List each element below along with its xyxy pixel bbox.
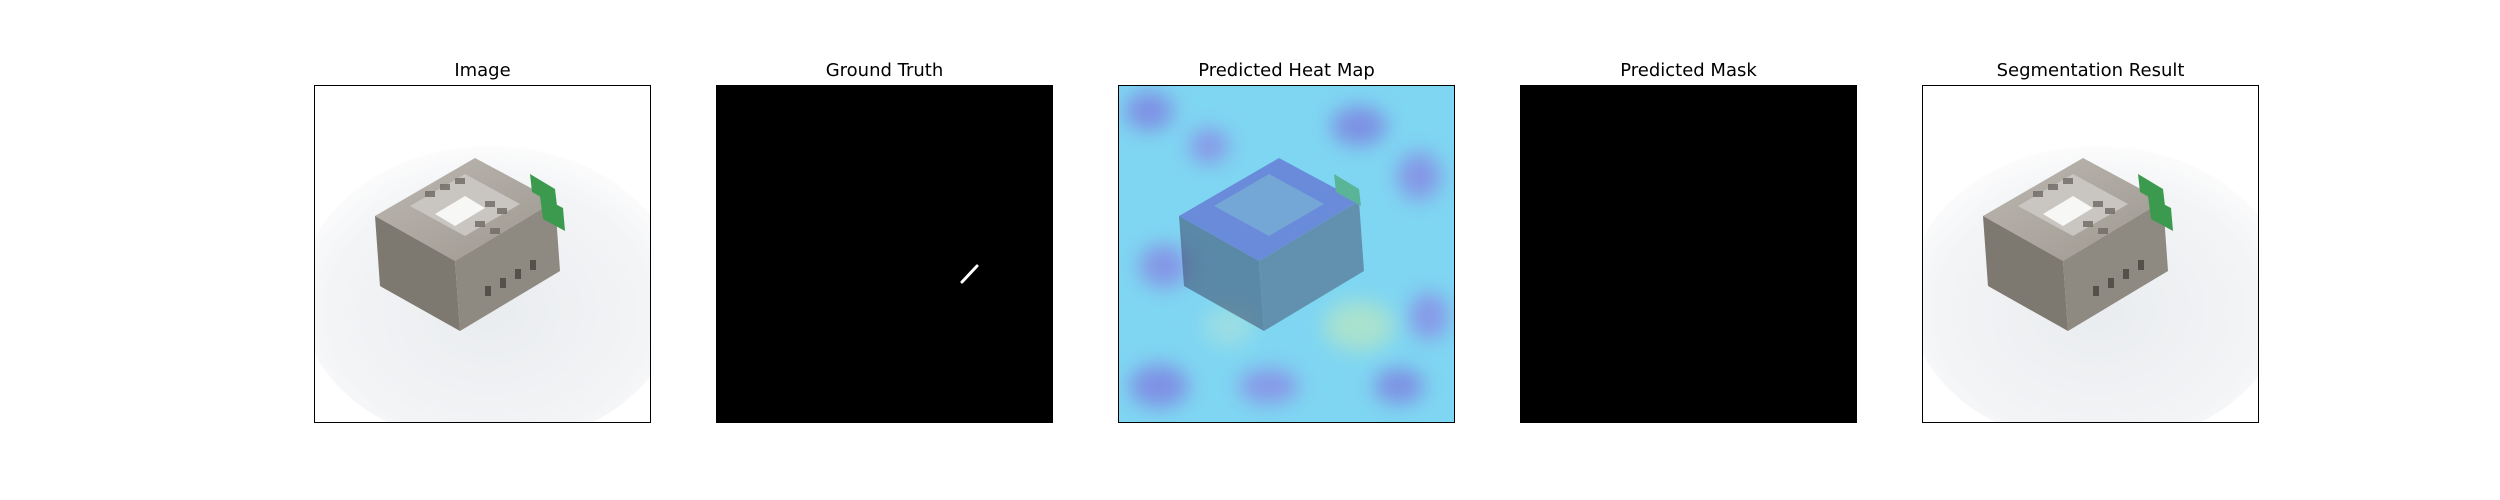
device [1983,158,2173,331]
predicted-heatmap [1118,85,1455,423]
heatmap-canvas [1119,86,1454,422]
device-photo [315,86,650,422]
input-image [314,85,651,423]
panel-title-segmentation-result: Segmentation Result [1996,60,2185,81]
device [375,158,565,331]
image-panel: Image [314,0,651,500]
segmentation-result-panel: Segmentation Result [1922,0,2259,500]
predicted-mask [1520,85,1857,423]
panel-title-ground-truth: Ground Truth [825,60,944,81]
ground-truth-canvas [717,86,1052,422]
segmentation-result [1922,85,2259,423]
heatmap-device-overlay [1179,158,1364,331]
panel-title-image: Image [454,60,511,81]
defect-region [960,264,979,284]
panel-title-predicted-mask: Predicted Mask [1620,60,1757,81]
panel-title-heatmap: Predicted Heat Map [1198,60,1375,81]
ground-truth-panel: Ground Truth [716,0,1053,500]
predicted-mask-panel: Predicted Mask [1520,0,1857,500]
ground-truth-mask [716,85,1053,423]
predicted-mask-canvas [1521,86,1856,422]
segmentation-photo [1923,86,2258,422]
heatmap-panel: Predicted Heat Map [1118,0,1455,500]
